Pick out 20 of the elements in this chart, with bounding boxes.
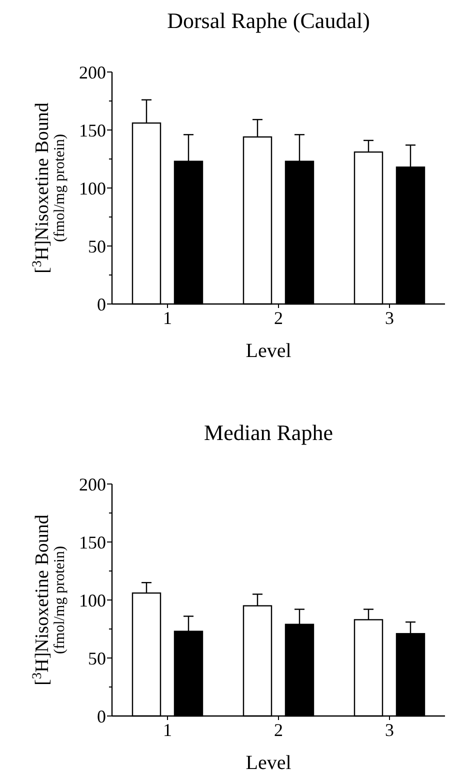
x-tick-label: 3 [385,720,394,740]
x-axis-title: Level [246,752,292,772]
x-tick-label: 3 [385,308,394,328]
y-tick-label: 100 [79,178,106,198]
x-tick-label: 2 [274,308,283,328]
y-tick-label: 150 [79,532,106,552]
y-tick-label: 100 [79,590,106,610]
x-tick-label: 1 [163,720,172,740]
y-tick-label: 200 [79,62,106,82]
y-tick-label: 50 [88,648,106,668]
y-tick-label: 200 [79,474,106,494]
x-tick-label: 1 [163,308,172,328]
y-tick-label: 0 [97,706,106,726]
chart-title: Dorsal Raphe (Caudal) [167,8,370,33]
x-axis-title: Level [246,340,292,362]
x-tick-label: 2 [274,720,283,740]
y-tick-label: 50 [88,236,106,256]
y-tick-label: 150 [79,120,106,140]
chart-title: Median Raphe [204,420,333,445]
y-tick-label: 0 [97,294,106,314]
